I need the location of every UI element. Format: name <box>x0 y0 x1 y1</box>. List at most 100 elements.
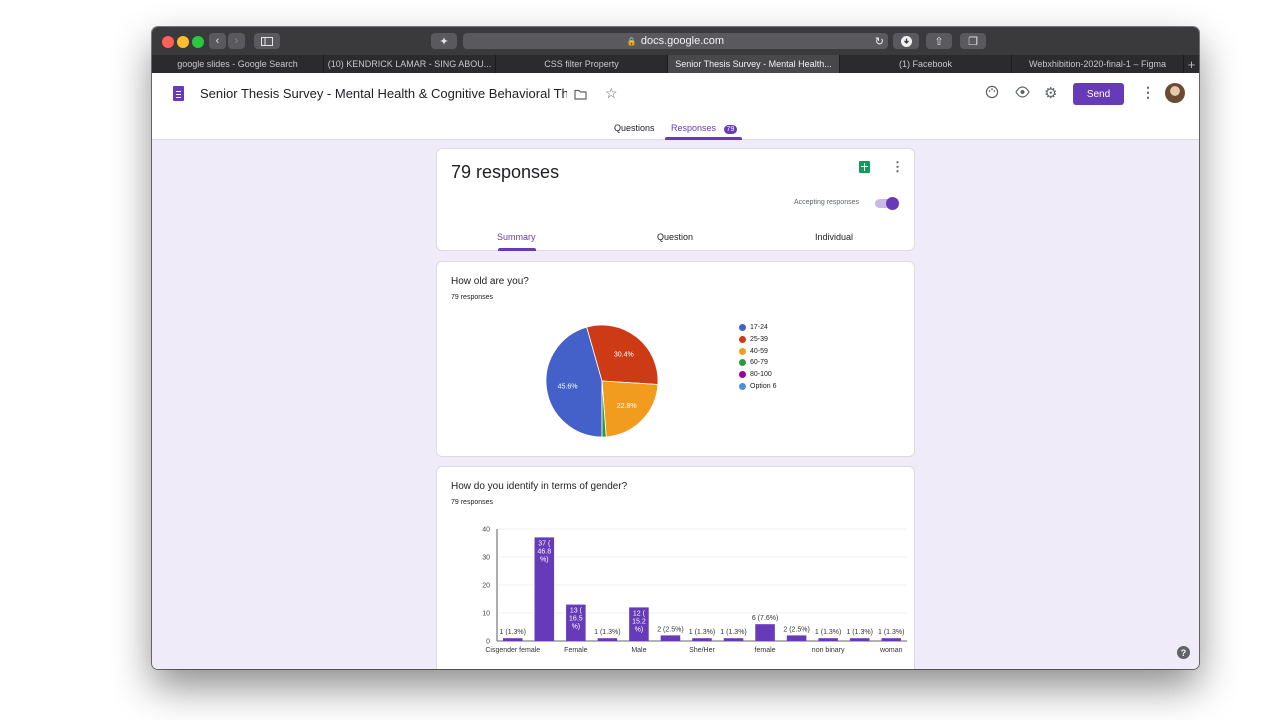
x-tick-label: female <box>755 647 776 654</box>
x-tick-label: She/Her <box>689 647 715 654</box>
bar <box>597 638 618 641</box>
bar-data-label: 12 ( <box>633 610 646 617</box>
reload-icon[interactable]: ↻ <box>874 35 884 48</box>
tab-responses-label: Responses <box>671 123 717 133</box>
pie-slice-label: 30.4% <box>614 351 634 358</box>
legend-item: 60-79 <box>739 359 768 367</box>
bar-data-label: %) <box>572 624 581 631</box>
more-vert-icon[interactable]: ⋮ <box>891 159 904 174</box>
bar-data-label: 16.5 <box>569 616 583 623</box>
bar <box>566 604 586 641</box>
x-tick-label: Cisgender female <box>485 647 540 654</box>
more-vert-icon[interactable]: ⋮ <box>1141 84 1155 100</box>
legend-item: 17-24 <box>739 324 768 331</box>
browser-tab-active[interactable]: Senior Thesis Survey - Mental Health... <box>668 55 840 73</box>
sidebar-icon[interactable] <box>254 33 280 49</box>
x-tick-label: Female <box>564 647 587 654</box>
address-text: docs.google.com <box>640 35 725 47</box>
bar <box>786 635 807 641</box>
bar <box>534 537 555 641</box>
bar-data-label: 2 (2.5%) <box>783 626 809 633</box>
tab-bar: google slides - Google Search (10) KENDR… <box>152 55 1199 73</box>
legend-swatch <box>739 335 746 343</box>
minimize-window-button[interactable] <box>177 36 189 48</box>
browser-tab[interactable]: (10) KENDRICK LAMAR - SING ABOU... <box>324 55 496 73</box>
download-icon[interactable] <box>893 33 919 49</box>
question-card-age: How old are you? 79 responses 45.6% 30.4%… <box>436 261 915 457</box>
pie-slice-label: 22.8% <box>617 403 637 410</box>
responses-count-badge: 79 <box>723 125 738 134</box>
legend-swatch <box>739 347 746 355</box>
forward-icon[interactable]: › <box>228 33 245 49</box>
x-tick-label: woman <box>879 647 903 654</box>
bar-data-label: 46.8 <box>537 548 551 555</box>
legend-item: 80-100 <box>739 371 772 379</box>
x-tick-label: non binary <box>812 647 845 654</box>
new-tab-button[interactable]: + <box>1187 56 1196 72</box>
palette-icon[interactable] <box>985 85 999 102</box>
bar-data-label: 1 (1.3%) <box>846 629 872 636</box>
help-icon[interactable]: ? <box>1177 646 1190 659</box>
bar-data-label: 6 (7.6%) <box>752 615 778 622</box>
address-bar[interactable]: 🔒 docs.google.com ↻ <box>463 33 888 49</box>
tab-summary[interactable]: Summary <box>497 232 536 242</box>
maximize-window-button[interactable] <box>192 36 204 48</box>
back-icon[interactable]: ‹ <box>209 33 226 49</box>
legend-label: 60-79 <box>750 359 768 367</box>
settings-gear-icon[interactable]: ⚙ <box>1044 85 1058 102</box>
bar-data-label: 1 (1.3%) <box>594 629 620 636</box>
question-response-count: 79 responses <box>451 499 494 506</box>
pie-legend: 17-24 25-39 40-59 60-79 80-100 Option 6 <box>739 324 809 396</box>
pie-slice <box>545 326 603 438</box>
preview-eye-icon[interactable] <box>1015 85 1030 102</box>
tab-individual[interactable]: Individual <box>815 232 854 242</box>
pie-slice-label: 45.6% <box>558 383 578 390</box>
share-icon[interactable]: ⇧ <box>926 33 952 49</box>
legend-item: 40-59 <box>739 347 768 355</box>
legend-label: Option 6 <box>750 383 777 390</box>
browser-tab[interactable]: (1) Facebook <box>840 55 1012 73</box>
browser-tab[interactable]: CSS filter Property <box>496 55 668 73</box>
forms-header: Senior Thesis Survey - Mental Health & C… <box>152 73 1199 140</box>
pie-slice <box>601 380 607 438</box>
gender-bar-chart: 0 10 20 30 40 1 (1.3%) Cisgender female 37 (46.… <box>482 527 907 654</box>
browser-toolbar: ‹ › ✦ 🔒 docs.google.com ↻ ⇧ ❐ <box>152 27 1199 55</box>
folder-icon[interactable] <box>574 87 587 103</box>
accepting-responses-toggle[interactable] <box>875 197 899 210</box>
responses-count-heading: 79 responses <box>451 162 560 182</box>
tab-question[interactable]: Question <box>657 232 694 242</box>
y-tick-label: 30 <box>482 555 490 562</box>
browser-tab[interactable]: google slides - Google Search <box>152 55 324 73</box>
tab-responses[interactable]: Responses 79 <box>671 123 738 134</box>
browser-tab[interactable]: Webxhibition-2020-final-1 – Figma <box>1012 55 1184 73</box>
x-tick-label: Male <box>631 647 646 654</box>
form-title[interactable]: Senior Thesis Survey - Mental Health & C… <box>200 86 567 101</box>
star-icon[interactable]: ☆ <box>605 85 618 101</box>
question-response-count: 79 responses <box>451 294 494 301</box>
bar <box>502 638 523 641</box>
question-title: How do you identify in terms of gender? <box>451 481 628 492</box>
legend-swatch <box>739 324 746 331</box>
bar <box>881 638 902 641</box>
avatar[interactable] <box>1165 83 1185 103</box>
forms-logo-icon[interactable] <box>173 86 184 101</box>
legend-item: 25-39 <box>739 335 768 343</box>
bar <box>660 635 681 641</box>
pie-slice <box>601 380 659 438</box>
question-card-gender: How do you identify in terms of gender? … <box>436 466 915 669</box>
legend-swatch <box>739 371 746 379</box>
close-window-button[interactable] <box>162 36 174 48</box>
browser-window: ‹ › ✦ 🔒 docs.google.com ↻ ⇧ ❐ google sli… <box>152 27 1199 669</box>
tab-questions[interactable]: Questions <box>614 123 655 133</box>
send-button[interactable]: Send <box>1073 83 1124 105</box>
lock-icon: 🔒 <box>626 36 637 46</box>
legend-swatch <box>739 383 746 390</box>
bar-data-label: 1 (1.3%) <box>878 629 904 636</box>
sheets-icon[interactable] <box>859 161 870 173</box>
bar-data-label: 1 (1.3%) <box>720 629 746 636</box>
legend-item: Option 6 <box>739 383 776 390</box>
tabs-overview-icon[interactable]: ❐ <box>960 33 986 49</box>
responses-content: 79 responses ⋮ Accepting responses Summa… <box>152 140 1199 669</box>
extension-icon[interactable]: ✦ <box>431 33 457 49</box>
responses-summary-card: 79 responses ⋮ Accepting responses Summa… <box>436 148 915 251</box>
